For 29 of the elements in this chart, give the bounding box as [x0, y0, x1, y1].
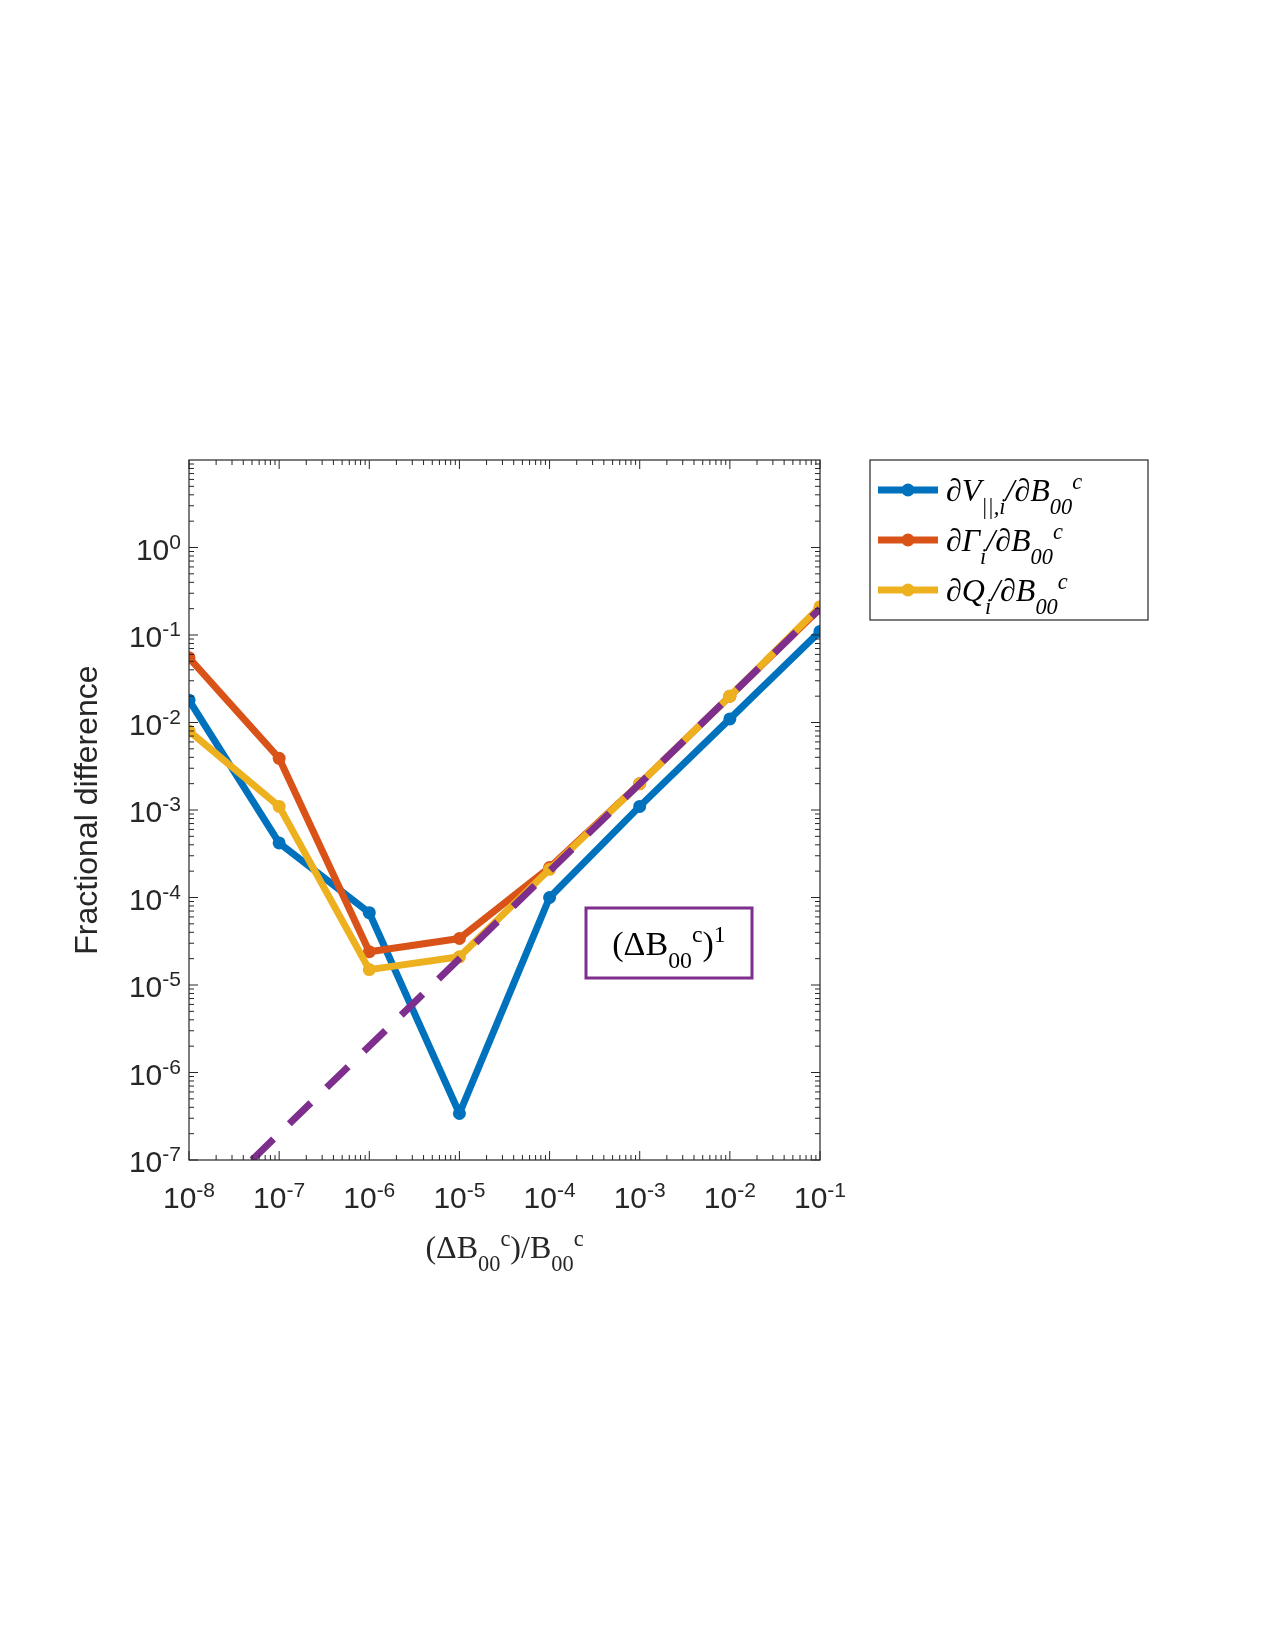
x-tick-label: 10$^{-8}$ — [162, 1177, 216, 1214]
y-axis-title: Fractional difference — [68, 665, 104, 955]
point — [452, 1107, 466, 1120]
point — [272, 799, 286, 813]
y-tick-label: 10$^{-4}$ — [128, 879, 182, 916]
y-tick-label: 10$^{-1}$ — [128, 616, 181, 653]
y-tick-label: 10$^{-3}$ — [128, 791, 181, 828]
y-tick-label: 10$^{-2}$ — [128, 704, 181, 741]
point — [362, 906, 376, 920]
x-tick-label: 10$^{-4}$ — [523, 1177, 576, 1214]
point — [723, 712, 737, 726]
y-tick-label: 10$^{-6}$ — [128, 1054, 181, 1091]
annotation: (ΔB$_{00}$$^{c}$)$^{1}$ — [612, 921, 726, 973]
point — [272, 836, 286, 850]
point — [633, 799, 647, 813]
x-tick-label: 10$^{-1}$ — [793, 1177, 847, 1214]
point — [543, 891, 557, 904]
x-tick-label: 10$^{-3}$ — [613, 1177, 666, 1214]
point — [362, 963, 376, 977]
x-tick-label: 10$^{-7}$ — [253, 1177, 306, 1214]
point — [362, 945, 376, 959]
y-tick-label: 10$^{0}$ — [135, 529, 181, 566]
point — [272, 751, 286, 765]
point — [452, 932, 466, 945]
x-tick-label: 10$^{-5}$ — [433, 1177, 486, 1214]
x-tick-label: 10$^{-2}$ — [703, 1177, 756, 1214]
y-tick-label: 10$^{-5}$ — [128, 966, 181, 1003]
y-tick-label: 10$^{-7}$ — [128, 1141, 181, 1178]
x-tick-label: 10$^{-6}$ — [343, 1177, 396, 1214]
